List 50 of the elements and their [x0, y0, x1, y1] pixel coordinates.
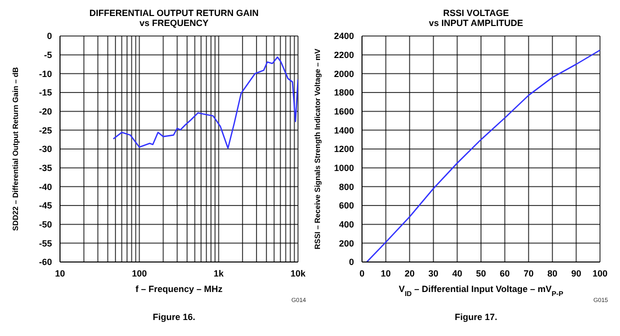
y-tick-label: 1600: [334, 106, 354, 117]
y-tick-label: -55: [38, 238, 52, 248]
chart-title: RSSI VOLTAGE: [442, 8, 510, 18]
x-tick-label: 100: [592, 268, 608, 278]
chart-subtitle: vs FREQUENCY: [138, 18, 210, 28]
y-tick-label: 200: [338, 238, 354, 248]
x-tick-label: 60: [500, 268, 510, 278]
x-tick-label: 40: [452, 268, 462, 278]
x-axis-title: f – Frequency – MHz: [135, 284, 224, 294]
y-tick-label: -45: [38, 200, 52, 211]
y-tick-label: -50: [38, 220, 52, 230]
line-series: [366, 49, 600, 262]
y-tick-label: -35: [38, 163, 52, 174]
x-tick-label: 10k: [290, 268, 306, 278]
y-tick-label: 1400: [334, 125, 354, 136]
x-tick-label: 10: [54, 268, 66, 278]
y-tick-label: -5: [44, 50, 52, 60]
x-tick-label: 70: [524, 268, 534, 278]
y-tick-label: 2400: [334, 31, 354, 42]
y-tick-label: 0: [348, 257, 354, 268]
y-tick-label: -20: [38, 106, 52, 117]
y-tick-label: 600: [338, 200, 354, 211]
y-tick-label: 0: [46, 31, 52, 42]
y-tick-label: -60: [38, 257, 52, 268]
y-tick-label: -10: [38, 68, 52, 79]
x-tick-label: 1k: [214, 268, 225, 278]
x-axis-title: V$_{ID}$ – Differential Input Voltage – mV$_{P-P}$: [398, 284, 564, 298]
y-tick-label: -40: [38, 182, 52, 192]
y-tick-label: 2200: [334, 50, 354, 60]
x-tick-label: 100: [132, 268, 147, 278]
caption: Figure 17.: [454, 312, 498, 322]
x-tick-label: 20: [404, 268, 415, 278]
caption: Figure 16.: [152, 312, 196, 322]
y-tick-label: 1200: [334, 144, 354, 154]
y-tick-label: -30: [38, 144, 52, 154]
x-tick-label: 50: [476, 268, 486, 278]
chart-subtitle: vs INPUT AMPLITUDE: [428, 18, 524, 28]
chart-title: DIFFERENTIAL OUTPUT RETURN GAIN: [88, 8, 260, 18]
y-tick-label: 2000: [334, 68, 354, 79]
x-tick-label: 10: [380, 268, 391, 278]
y-tick-label: 400: [338, 220, 354, 230]
x-tick-label: 30: [428, 268, 438, 278]
y-tick-label: 800: [338, 182, 354, 192]
y-tick-label: -25: [38, 125, 52, 136]
x-tick-label: 0: [359, 268, 365, 278]
y-tick-label: 1800: [334, 88, 354, 98]
x-tick-label: 80: [547, 268, 558, 278]
x-tick-label: 90: [571, 268, 582, 278]
y-tick-label: -15: [38, 88, 52, 98]
y-tick-label: 1000: [334, 163, 354, 174]
